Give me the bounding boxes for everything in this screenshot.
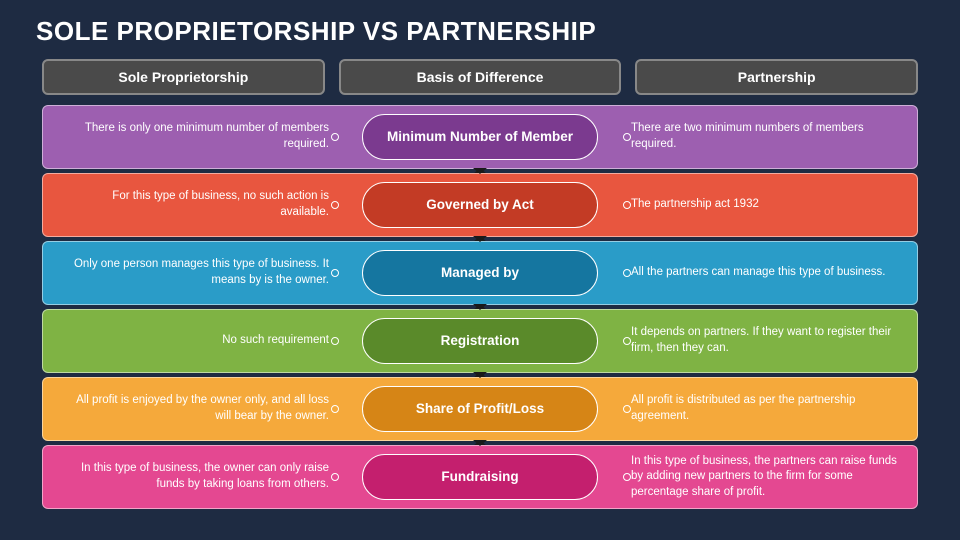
comparison-row: Only one person manages this type of bus… xyxy=(42,241,918,305)
basis-pill: Fundraising xyxy=(362,454,598,500)
basis-pill: Share of Profit/Loss xyxy=(362,386,598,432)
right-text: It depends on partners. If they want to … xyxy=(625,325,899,356)
basis-pill: Registration xyxy=(362,318,598,364)
right-text: All the partners can manage this type of… xyxy=(625,265,899,281)
left-text: In this type of business, the owner can … xyxy=(61,461,335,492)
rows-container: There is only one minimum number of memb… xyxy=(42,105,918,509)
right-text: In this type of business, the partners c… xyxy=(625,454,899,501)
header-right: Partnership xyxy=(635,59,918,95)
right-text: All profit is distributed as per the par… xyxy=(625,393,899,424)
header-left: Sole Proprietorship xyxy=(42,59,325,95)
page-title: SOLE PROPRIETORSHIP VS PARTNERSHIP xyxy=(0,0,960,59)
left-text: No such requirement xyxy=(61,333,335,349)
comparison-row: All profit is enjoyed by the owner only,… xyxy=(42,377,918,441)
right-text: There are two minimum numbers of members… xyxy=(625,121,899,152)
basis-pill: Managed by xyxy=(362,250,598,296)
left-text: Only one person manages this type of bus… xyxy=(61,257,335,288)
right-text: The partnership act 1932 xyxy=(625,197,899,213)
comparison-row: For this type of business, no such actio… xyxy=(42,173,918,237)
comparison-row: There is only one minimum number of memb… xyxy=(42,105,918,169)
left-text: All profit is enjoyed by the owner only,… xyxy=(61,393,335,424)
basis-pill: Governed by Act xyxy=(362,182,598,228)
comparison-row: No such requirement It depends on partner… xyxy=(42,309,918,373)
left-text: For this type of business, no such actio… xyxy=(61,189,335,220)
comparison-table: Sole Proprietorship Basis of Difference … xyxy=(0,59,960,509)
basis-pill: Minimum Number of Member xyxy=(362,114,598,160)
left-text: There is only one minimum number of memb… xyxy=(61,121,335,152)
header-center: Basis of Difference xyxy=(339,59,622,95)
header-row: Sole Proprietorship Basis of Difference … xyxy=(42,59,918,95)
comparison-row: In this type of business, the owner can … xyxy=(42,445,918,509)
